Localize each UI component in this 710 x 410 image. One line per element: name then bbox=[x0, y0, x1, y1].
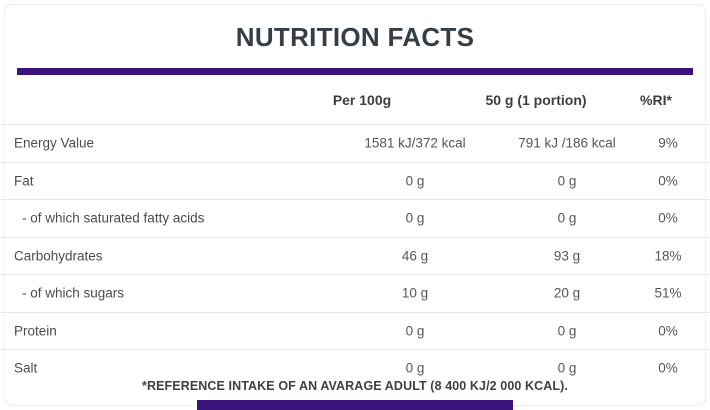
table-row-carbohydrates: Carbohydrates 46 g 93 g 18% bbox=[0, 238, 710, 275]
table-row-fat: Fat 0 g 0 g 0% bbox=[0, 163, 710, 200]
value-ri: 0% bbox=[658, 360, 678, 376]
row-label: Fat bbox=[14, 173, 34, 189]
table-header-row: Per 100g 50 g (1 portion) %RI* bbox=[0, 75, 710, 125]
value-per-portion: 0 g bbox=[557, 173, 577, 189]
col-header-per-100g: Per 100g bbox=[332, 91, 392, 108]
table-row-sugars: - of which sugars 10 g 20 g 51% bbox=[0, 275, 710, 313]
table-row-protein: Protein 0 g 0 g 0% bbox=[0, 313, 710, 350]
value-per-100g: 0 g bbox=[405, 210, 425, 226]
table-row-saturated-fatty-acids: - of which saturated fatty acids 0 g 0 g… bbox=[0, 200, 710, 238]
value-per-portion: 0 g bbox=[557, 323, 577, 339]
row-label: Protein bbox=[14, 323, 57, 339]
row-label: - of which saturated fatty acids bbox=[22, 210, 205, 226]
col-header-ri: %RI* bbox=[640, 91, 672, 108]
nutrition-table: Per 100g 50 g (1 portion) %RI* Energy Va… bbox=[0, 75, 710, 387]
table-row-salt: Salt 0 g 0 g 0% bbox=[0, 350, 710, 387]
value-per-portion: 0 g bbox=[557, 360, 577, 376]
value-ri: 0% bbox=[658, 323, 678, 339]
row-label: Salt bbox=[14, 360, 38, 376]
value-per-portion: 791 kJ /186 kcal bbox=[518, 135, 616, 151]
value-ri: 18% bbox=[654, 248, 682, 264]
value-per-100g: 0 g bbox=[405, 360, 425, 376]
value-per-100g: 0 g bbox=[405, 173, 425, 189]
value-per-100g: 1581 kJ/372 kcal bbox=[364, 135, 466, 151]
table-row-energy-value: Energy Value 1581 kJ/372 kcal 791 kJ /18… bbox=[0, 125, 710, 163]
accent-rule-bottom bbox=[197, 400, 513, 410]
row-label: Energy Value bbox=[14, 135, 95, 151]
value-ri: 9% bbox=[658, 135, 678, 151]
value-per-portion: 20 g bbox=[553, 285, 581, 301]
accent-rule-top bbox=[17, 68, 693, 75]
value-per-100g: 46 g bbox=[401, 248, 429, 264]
col-header-portion: 50 g (1 portion) bbox=[485, 91, 587, 108]
value-ri: 0% bbox=[658, 173, 678, 189]
value-per-100g: 10 g bbox=[401, 285, 429, 301]
reference-intake-footnote: *REFERENCE INTAKE OF AN AVARAGE ADULT (8… bbox=[142, 379, 568, 393]
page-title: NUTRITION FACTS bbox=[235, 22, 475, 52]
value-per-portion: 0 g bbox=[557, 210, 577, 226]
row-label: Carbohydrates bbox=[14, 248, 103, 264]
value-ri: 51% bbox=[654, 285, 682, 301]
value-per-100g: 0 g bbox=[405, 323, 425, 339]
value-ri: 0% bbox=[658, 210, 678, 226]
value-per-portion: 93 g bbox=[553, 248, 581, 264]
row-label: - of which sugars bbox=[22, 285, 125, 301]
